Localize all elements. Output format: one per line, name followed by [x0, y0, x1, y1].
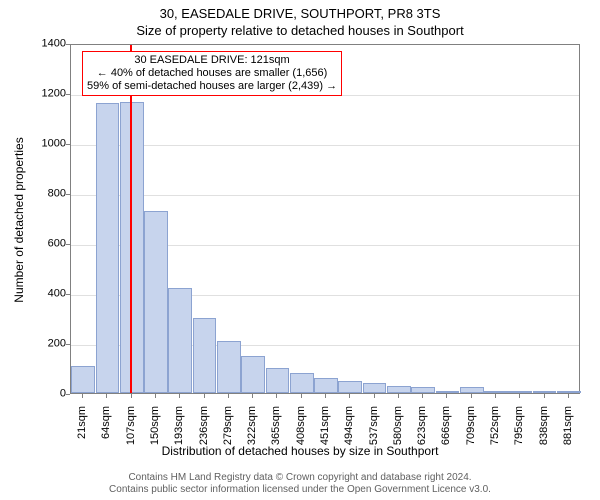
x-tick-mark [398, 394, 399, 398]
x-tick-label: 64sqm [100, 406, 112, 466]
x-tick-label: 365sqm [270, 406, 282, 466]
x-tick-mark [519, 394, 520, 398]
histogram-bar [508, 391, 532, 393]
x-tick-mark [495, 394, 496, 398]
x-tick-label: 322sqm [246, 406, 258, 466]
y-tick-label: 1000 [16, 139, 66, 150]
annotation-line2: ← 40% of detached houses are smaller (1,… [87, 67, 337, 80]
y-tick-mark [66, 144, 70, 145]
x-tick-label: 838sqm [538, 406, 550, 466]
x-tick-mark [179, 394, 180, 398]
histogram-bar [217, 341, 241, 394]
property-marker-line [130, 45, 132, 393]
histogram-bar [411, 387, 435, 393]
x-tick-label: 666sqm [440, 406, 452, 466]
x-tick-label: 580sqm [392, 406, 404, 466]
x-tick-mark [82, 394, 83, 398]
x-tick-label: 21sqm [76, 406, 88, 466]
histogram-bar [71, 366, 95, 394]
x-tick-mark [446, 394, 447, 398]
histogram-bar [387, 386, 411, 394]
page-title-line1: 30, EASEDALE DRIVE, SOUTHPORT, PR8 3TS [0, 6, 600, 21]
x-tick-label: 537sqm [368, 406, 380, 466]
x-tick-mark [276, 394, 277, 398]
x-tick-label: 150sqm [149, 406, 161, 466]
x-tick-label: 236sqm [198, 406, 210, 466]
x-tick-mark [228, 394, 229, 398]
footer-line1: Contains HM Land Registry data © Crown c… [0, 472, 600, 484]
x-tick-label: 752sqm [489, 406, 501, 466]
histogram-bar [557, 391, 581, 394]
x-tick-label: 623sqm [416, 406, 428, 466]
gridline [71, 145, 579, 146]
histogram-bar [533, 391, 557, 393]
x-tick-label: 451sqm [319, 406, 331, 466]
x-tick-mark [204, 394, 205, 398]
x-tick-label: 279sqm [222, 406, 234, 466]
page-title-line2: Size of property relative to detached ho… [0, 23, 600, 38]
histogram-bar [436, 391, 460, 393]
x-tick-mark [471, 394, 472, 398]
y-tick-label: 1400 [16, 39, 66, 50]
histogram-bar [168, 288, 192, 393]
histogram-bar [193, 318, 217, 393]
x-tick-label: 709sqm [465, 406, 477, 466]
histogram-bar [144, 211, 168, 394]
y-tick-label: 1200 [16, 89, 66, 100]
gridline [71, 195, 579, 196]
x-tick-mark [544, 394, 545, 398]
x-tick-mark [301, 394, 302, 398]
x-tick-label: 408sqm [295, 406, 307, 466]
y-tick-label: 400 [16, 289, 66, 300]
x-tick-label: 795sqm [513, 406, 525, 466]
histogram-bar [266, 368, 290, 393]
histogram-bar [363, 383, 387, 393]
histogram-bar [484, 391, 508, 393]
x-tick-mark [131, 394, 132, 398]
y-tick-mark [66, 344, 70, 345]
x-tick-mark [374, 394, 375, 398]
y-tick-mark [66, 44, 70, 45]
histogram-bar [338, 381, 362, 394]
footer-attribution: Contains HM Land Registry data © Crown c… [0, 472, 600, 496]
x-tick-mark [349, 394, 350, 398]
chart-plot-area: 30 EASEDALE DRIVE: 121sqm ← 40% of detac… [70, 44, 580, 394]
x-tick-mark [325, 394, 326, 398]
x-tick-label: 881sqm [562, 406, 574, 466]
histogram-bar [314, 378, 338, 393]
annotation-line3: 59% of semi-detached houses are larger (… [87, 80, 337, 93]
y-tick-label: 200 [16, 339, 66, 350]
y-tick-mark [66, 294, 70, 295]
y-tick-label: 0 [16, 389, 66, 400]
y-tick-label: 600 [16, 239, 66, 250]
y-tick-mark [66, 194, 70, 195]
x-tick-mark [106, 394, 107, 398]
x-tick-label: 494sqm [343, 406, 355, 466]
annotation-box: 30 EASEDALE DRIVE: 121sqm ← 40% of detac… [82, 51, 342, 96]
histogram-bar [241, 356, 265, 394]
x-tick-mark [252, 394, 253, 398]
x-tick-mark [568, 394, 569, 398]
histogram-bar [460, 387, 484, 393]
y-tick-mark [66, 94, 70, 95]
histogram-bar [290, 373, 314, 393]
y-tick-mark [66, 394, 70, 395]
annotation-line1: 30 EASEDALE DRIVE: 121sqm [87, 54, 337, 67]
x-tick-mark [422, 394, 423, 398]
x-tick-mark [155, 394, 156, 398]
x-tick-label: 193sqm [173, 406, 185, 466]
footer-line2: Contains public sector information licen… [0, 484, 600, 496]
y-axis-label: Number of detached properties [12, 137, 26, 302]
x-tick-label: 107sqm [125, 406, 137, 466]
y-tick-mark [66, 244, 70, 245]
y-tick-label: 800 [16, 189, 66, 200]
histogram-bar [96, 103, 120, 393]
